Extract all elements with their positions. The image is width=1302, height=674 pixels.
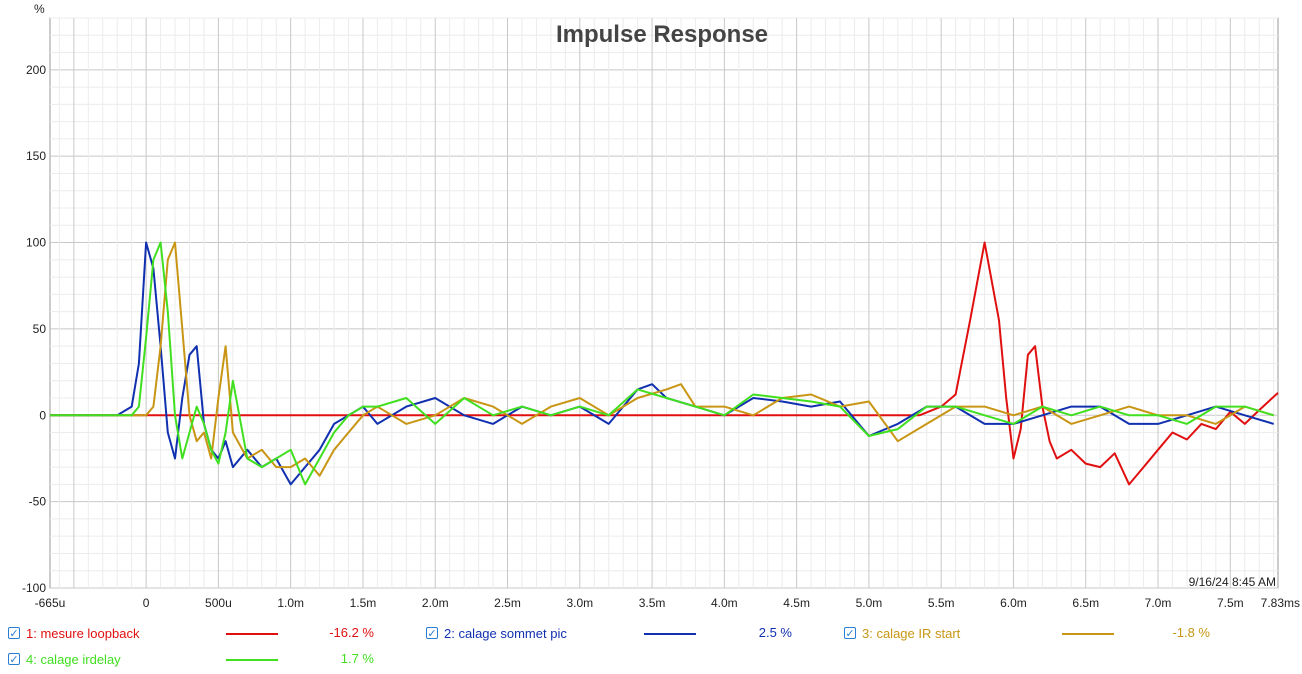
legend-swatch-1	[226, 633, 278, 635]
legend-label: 3: calage IR start	[862, 625, 961, 641]
checkbox-icon[interactable]: ✓	[426, 627, 438, 640]
y-tick-label: 50	[33, 322, 47, 336]
x-tick-label: 4.5m	[783, 596, 810, 610]
legend-label: 2: calage sommet pic	[444, 625, 567, 641]
checkbox-icon[interactable]: ✓	[8, 627, 20, 640]
y-axis-unit: %	[34, 2, 45, 16]
legend: ✓ 1: mesure loopback -16.2 % ✓ 2: calage…	[0, 620, 1302, 674]
x-tick-label: 2.0m	[422, 596, 449, 610]
x-tick-label: 5.5m	[928, 596, 955, 610]
impulse-response-chart: 200 150 100 50 0 -50 -100 -665u 0 500u 1.0m 1.5m 2.…	[22, 2, 1300, 610]
y-tick-label: 150	[26, 149, 46, 163]
checkbox-icon[interactable]: ✓	[8, 653, 20, 666]
grid	[49, 17, 1279, 589]
y-tick-label: -100	[22, 581, 46, 595]
y-tick-label: -50	[29, 495, 47, 509]
x-tick-label: 7.0m	[1145, 596, 1172, 610]
x-tick-label: 3.0m	[566, 596, 593, 610]
legend-swatch-4	[226, 659, 278, 661]
chart-title: Impulse Response	[556, 21, 768, 48]
legend-label: 1: mesure loopback	[26, 625, 140, 641]
legend-swatch-3	[1062, 633, 1114, 635]
plot-area	[49, 17, 1279, 589]
y-tick-label: 100	[26, 236, 46, 250]
x-tick-label: 500u	[205, 596, 232, 610]
x-tick-label: 0	[143, 596, 150, 610]
y-tick-label: 0	[39, 408, 46, 422]
series-lines	[50, 241, 1279, 486]
x-axis-ticks: -665u 0 500u 1.0m 1.5m 2.0m 2.5m 3.0m 3.5m 4.0m 4.…	[35, 596, 1300, 610]
legend-value-2: 2.5 %	[758, 625, 792, 640]
series-line-3	[50, 241, 1274, 477]
checkbox-icon[interactable]: ✓	[844, 627, 856, 640]
legend-value-3: -1.8 %	[1172, 625, 1210, 640]
x-tick-label: 3.5m	[639, 596, 666, 610]
y-tick-label: 200	[26, 63, 46, 77]
legend-item-1[interactable]: ✓ 1: mesure loopback	[8, 621, 139, 645]
y-axis-ticks: 200 150 100 50 0 -50 -100	[22, 63, 46, 595]
x-tick-label: 1.0m	[277, 596, 304, 610]
legend-item-3[interactable]: ✓ 3: calage IR start	[844, 621, 960, 645]
x-tick-label: 7.83ms	[1261, 596, 1300, 610]
legend-value-4: 1.7 %	[340, 651, 374, 666]
x-tick-label: 6.0m	[1000, 596, 1027, 610]
legend-swatch-2	[644, 633, 696, 635]
legend-value-1: -16.2 %	[329, 625, 374, 640]
legend-item-4[interactable]: ✓ 4: calage irdelay	[8, 647, 121, 671]
x-tick-label: -665u	[35, 596, 66, 610]
x-tick-label: 1.5m	[350, 596, 377, 610]
x-tick-label: 5.0m	[856, 596, 883, 610]
x-tick-label: 6.5m	[1072, 596, 1099, 610]
legend-item-2[interactable]: ✓ 2: calage sommet pic	[426, 621, 567, 645]
legend-label: 4: calage irdelay	[26, 651, 121, 667]
x-tick-label: 7.5m	[1217, 596, 1244, 610]
series-line-4	[50, 241, 1274, 486]
timestamp: 9/16/24 8:45 AM	[1188, 575, 1276, 589]
x-tick-label: 2.5m	[494, 596, 521, 610]
series-line-1	[50, 241, 1279, 486]
x-tick-label: 4.0m	[711, 596, 738, 610]
series-line-2	[50, 241, 1274, 486]
